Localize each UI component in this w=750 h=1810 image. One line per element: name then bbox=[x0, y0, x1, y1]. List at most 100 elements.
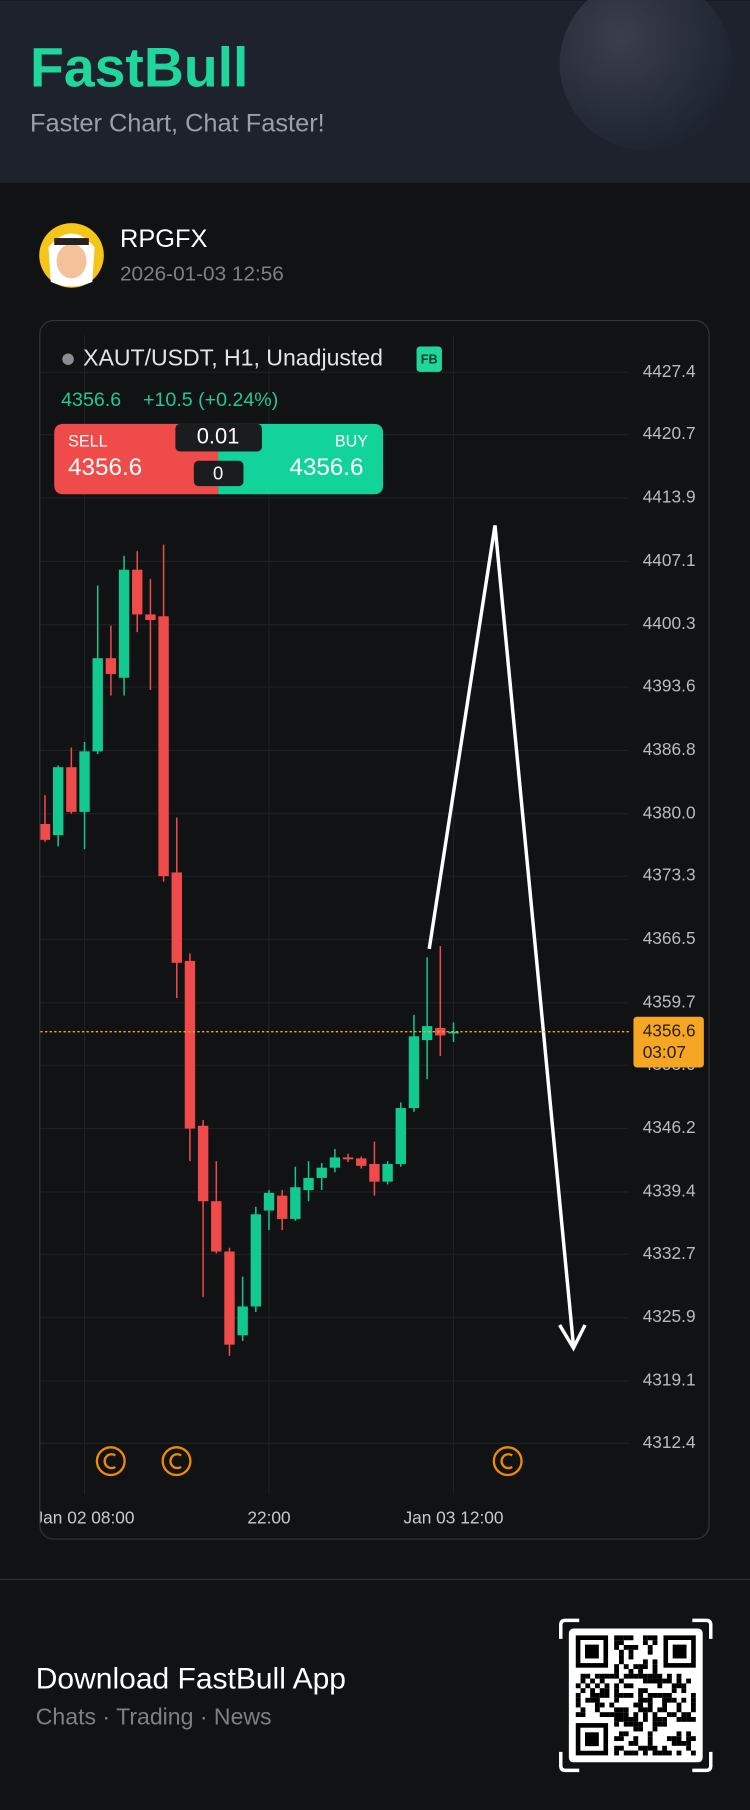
timestamp: 2026-01-03 12:56 bbox=[120, 262, 284, 285]
candle-body bbox=[382, 1163, 393, 1182]
candle-body bbox=[237, 1306, 248, 1336]
qr-module bbox=[662, 1750, 668, 1756]
tagline: Faster Chart, Chat Faster! bbox=[30, 110, 325, 138]
qr-module bbox=[652, 1750, 658, 1756]
header-decoration bbox=[559, 0, 733, 151]
qr-module bbox=[652, 1659, 658, 1665]
qr-module bbox=[642, 1688, 648, 1694]
y-tick-label: 4325.9 bbox=[643, 1306, 696, 1326]
candle-body bbox=[132, 569, 143, 615]
qr-module bbox=[676, 1702, 682, 1708]
candle-body bbox=[369, 1163, 380, 1182]
author[interactable]: RPGFX bbox=[120, 225, 207, 253]
qr-module bbox=[647, 1678, 653, 1684]
qr-module bbox=[638, 1668, 644, 1674]
candle-body bbox=[184, 960, 196, 1129]
candle-body bbox=[66, 767, 77, 812]
qr-code[interactable] bbox=[559, 1618, 713, 1773]
qr-module bbox=[585, 1697, 591, 1703]
qr-module bbox=[618, 1649, 624, 1655]
countdown: 03:07 bbox=[643, 1042, 686, 1062]
qr-module bbox=[614, 1697, 620, 1703]
qr-module bbox=[652, 1721, 658, 1727]
qr-module bbox=[657, 1692, 663, 1698]
qr-module bbox=[647, 1736, 653, 1742]
qr-module bbox=[638, 1673, 644, 1679]
qr-module bbox=[652, 1712, 658, 1718]
qr-module bbox=[633, 1644, 639, 1650]
y-tick-label: 4393.6 bbox=[643, 676, 696, 696]
candle-body bbox=[145, 614, 156, 621]
qr-module bbox=[614, 1644, 620, 1650]
qr-module bbox=[690, 1716, 696, 1722]
qr-module bbox=[681, 1697, 687, 1703]
qr-module bbox=[652, 1726, 658, 1732]
candle-body bbox=[316, 1167, 327, 1178]
y-tick-label: 4346.2 bbox=[643, 1117, 696, 1137]
qr-module bbox=[686, 1731, 692, 1737]
qr-module bbox=[652, 1640, 658, 1646]
qr-module bbox=[647, 1649, 653, 1655]
y-tick-label: 4312.4 bbox=[643, 1432, 696, 1452]
qr-module bbox=[676, 1673, 682, 1679]
qr-module bbox=[657, 1716, 663, 1722]
quote-price: 4356.6 bbox=[61, 389, 121, 411]
candle-body bbox=[276, 1195, 288, 1219]
qr-module bbox=[638, 1707, 644, 1713]
qr-module bbox=[628, 1635, 634, 1641]
qr-module bbox=[618, 1716, 624, 1722]
event-marker bbox=[161, 1446, 192, 1477]
qr-module bbox=[676, 1750, 682, 1756]
candle-body bbox=[263, 1192, 275, 1211]
qr-module bbox=[638, 1697, 644, 1703]
qr-module bbox=[618, 1654, 624, 1660]
qr-module bbox=[642, 1659, 648, 1665]
qr-module bbox=[662, 1678, 668, 1684]
qr-module bbox=[614, 1716, 620, 1722]
qr-module bbox=[657, 1721, 663, 1727]
qr-module bbox=[628, 1673, 634, 1679]
event-marker bbox=[95, 1446, 126, 1477]
lot-box[interactable] bbox=[175, 423, 262, 452]
qr-module bbox=[628, 1716, 634, 1722]
qr-module bbox=[686, 1740, 692, 1746]
qr-module bbox=[623, 1692, 629, 1698]
qr-module bbox=[652, 1635, 658, 1641]
qr-module bbox=[652, 1664, 658, 1670]
y-tick-label: 4386.8 bbox=[643, 739, 696, 759]
qr-module bbox=[628, 1649, 634, 1655]
qr-module bbox=[614, 1673, 620, 1679]
qr-module bbox=[647, 1644, 653, 1650]
qr-module bbox=[671, 1712, 677, 1718]
y-tick-label: 4373.3 bbox=[643, 865, 696, 885]
qr-module bbox=[642, 1697, 648, 1703]
qr-module bbox=[681, 1740, 687, 1746]
avatar-band bbox=[54, 238, 89, 245]
badge-bg bbox=[416, 346, 442, 372]
qr-module bbox=[618, 1745, 624, 1751]
qr-module bbox=[633, 1740, 639, 1746]
candle-body bbox=[224, 1251, 235, 1345]
qr-module bbox=[642, 1673, 648, 1679]
qr-module bbox=[662, 1702, 668, 1708]
sell-label: SELL bbox=[68, 433, 108, 451]
qr-module bbox=[633, 1716, 639, 1722]
qr-module bbox=[671, 1688, 677, 1694]
qr-module bbox=[666, 1697, 672, 1703]
quote-change: +10.5 (+0.24%) bbox=[143, 389, 278, 411]
qr-module bbox=[633, 1673, 639, 1679]
candle-body bbox=[290, 1187, 301, 1219]
qr-module bbox=[580, 1678, 586, 1684]
qr-module bbox=[676, 1740, 682, 1746]
qr-module bbox=[604, 1683, 610, 1689]
qr-module bbox=[628, 1683, 634, 1689]
qr-module bbox=[614, 1664, 620, 1670]
qr-module bbox=[633, 1721, 639, 1727]
qr-module bbox=[623, 1721, 629, 1727]
lot: 0.01 bbox=[197, 423, 240, 448]
event-marker-glyph bbox=[169, 1453, 182, 1470]
qr-module bbox=[633, 1750, 639, 1756]
qr-module bbox=[671, 1697, 677, 1703]
